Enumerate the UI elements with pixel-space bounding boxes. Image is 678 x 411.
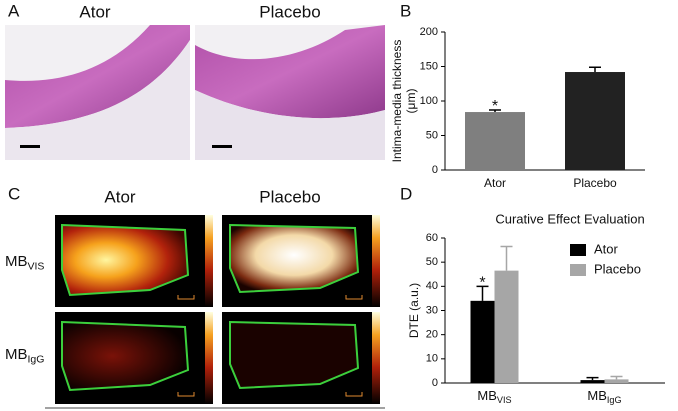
row-label: MBIgG xyxy=(5,346,44,365)
y-tick-label: 150 xyxy=(420,60,438,72)
panel-label: A xyxy=(8,1,20,20)
x-tick-label: MBVIS xyxy=(477,388,511,405)
y-axis-label: DTE (a.u.) xyxy=(407,283,421,338)
y-tick-label: 50 xyxy=(426,256,438,268)
y-tick-label: 10 xyxy=(426,353,438,365)
y-tick-label: 100 xyxy=(420,95,438,107)
label-text: MB xyxy=(587,388,607,403)
histology-image xyxy=(195,25,385,160)
bar xyxy=(494,270,519,383)
heatmap-image xyxy=(222,215,380,307)
label-subscript: VIS xyxy=(497,395,512,405)
legend-swatch xyxy=(570,264,586,276)
bar xyxy=(580,380,605,383)
y-axis-label-line: (μm) xyxy=(404,89,418,114)
y-tick-label: 0 xyxy=(432,377,438,389)
heatmap-image xyxy=(55,215,213,307)
panel-label: B xyxy=(400,1,411,20)
legend-label: Placebo xyxy=(594,261,641,276)
y-tick-label: 20 xyxy=(426,329,438,341)
panel-label: C xyxy=(8,184,20,203)
column-title: Placebo xyxy=(259,187,320,206)
x-tick-label: Ator xyxy=(484,176,506,190)
y-tick-label: 200 xyxy=(420,26,438,38)
significance-marker: * xyxy=(492,98,498,115)
y-axis-label-line: Intima-media thickness xyxy=(390,40,404,163)
label-subscript: IgG xyxy=(28,353,45,365)
column-title: Ator xyxy=(104,187,136,206)
label-subscript: VIS xyxy=(28,260,45,272)
y-tick-label: 50 xyxy=(426,129,438,141)
y-axis-label: Intima-media thickness(μm) xyxy=(390,40,418,163)
chart-title: Curative Effect Evaluation xyxy=(495,211,644,226)
significance-marker: * xyxy=(479,275,485,292)
heatmap-image xyxy=(55,312,213,404)
x-tick-label: MBIgG xyxy=(587,388,621,405)
bar xyxy=(604,379,629,383)
heatmap-image xyxy=(222,312,380,404)
column-title: Ator xyxy=(79,2,111,21)
bar xyxy=(465,112,525,170)
y-tick-label: 60 xyxy=(426,232,438,244)
error-bar xyxy=(476,285,489,301)
y-tick-label: 0 xyxy=(432,164,438,176)
bar xyxy=(565,72,625,170)
label-text: MB xyxy=(5,346,28,363)
label-text: MB xyxy=(477,388,497,403)
row-label: MBVIS xyxy=(5,253,44,272)
histology-image xyxy=(5,25,190,160)
bar xyxy=(470,300,495,383)
panel-label: D xyxy=(400,184,412,203)
error-bar xyxy=(500,245,513,271)
column-title: Placebo xyxy=(259,2,320,21)
y-tick-label: 30 xyxy=(426,304,438,316)
error-bar xyxy=(586,376,599,381)
label-subscript: IgG xyxy=(607,395,622,405)
label-text: MB xyxy=(5,253,28,270)
x-tick-label: Placebo xyxy=(573,176,617,190)
legend-label: Ator xyxy=(594,241,619,256)
error-bar xyxy=(589,66,601,73)
error-bar xyxy=(489,109,501,113)
legend-swatch xyxy=(570,244,586,256)
error-bar xyxy=(610,375,623,380)
y-tick-label: 40 xyxy=(426,280,438,292)
